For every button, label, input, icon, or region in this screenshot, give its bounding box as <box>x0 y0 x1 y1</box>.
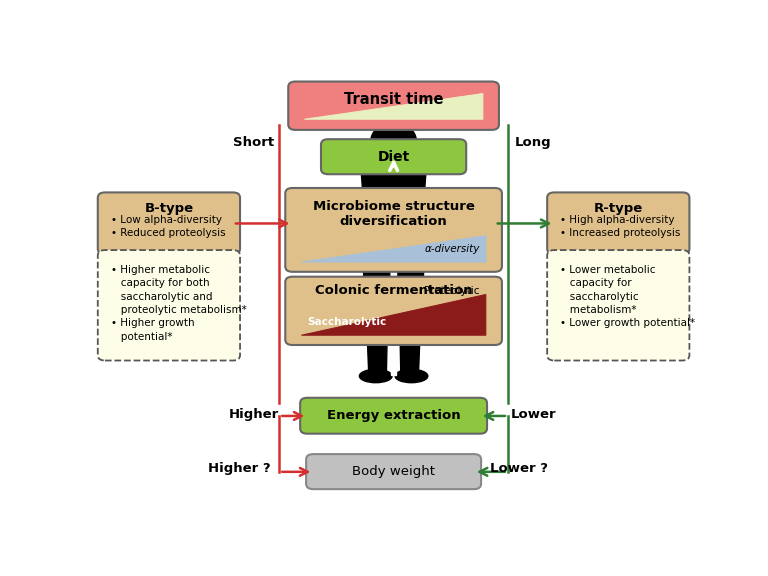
FancyBboxPatch shape <box>321 139 466 174</box>
Text: Lower: Lower <box>511 408 556 420</box>
Text: Transit time: Transit time <box>344 92 443 107</box>
Polygon shape <box>362 247 391 311</box>
Text: proteolytic metabolism*: proteolytic metabolism* <box>111 305 247 315</box>
Text: saccharolytic and: saccharolytic and <box>111 292 213 302</box>
Text: Body weight: Body weight <box>352 465 435 478</box>
Text: • Low alpha-diversity: • Low alpha-diversity <box>111 215 222 225</box>
Text: capacity for: capacity for <box>561 278 632 289</box>
Text: • Lower metabolic: • Lower metabolic <box>561 265 656 275</box>
Text: capacity for both: capacity for both <box>111 278 210 289</box>
Text: • High alpha-diversity: • High alpha-diversity <box>561 215 675 225</box>
Ellipse shape <box>359 369 392 382</box>
Polygon shape <box>386 158 401 166</box>
Polygon shape <box>366 311 388 371</box>
FancyBboxPatch shape <box>285 276 502 345</box>
FancyBboxPatch shape <box>300 398 487 434</box>
FancyBboxPatch shape <box>98 250 240 361</box>
Circle shape <box>371 123 416 157</box>
Text: Colonic fermentation: Colonic fermentation <box>315 284 472 297</box>
Text: Saccharolytic: Saccharolytic <box>307 317 386 327</box>
Polygon shape <box>301 294 486 335</box>
Text: B-type: B-type <box>144 202 194 215</box>
Text: Higher ?: Higher ? <box>207 462 270 475</box>
Polygon shape <box>399 311 421 371</box>
Polygon shape <box>361 166 426 224</box>
Text: saccharolytic: saccharolytic <box>561 292 639 302</box>
Text: • Higher growth: • Higher growth <box>111 319 194 328</box>
Text: • Increased proteolysis: • Increased proteolysis <box>561 228 680 238</box>
Text: • Lower growth potential*: • Lower growth potential* <box>561 319 695 328</box>
Text: Long: Long <box>515 136 551 149</box>
FancyBboxPatch shape <box>288 82 499 130</box>
FancyBboxPatch shape <box>547 250 690 361</box>
Polygon shape <box>391 247 396 375</box>
Text: Lower ?: Lower ? <box>489 462 548 475</box>
Text: potential*: potential* <box>111 332 172 342</box>
Text: α-diversity: α-diversity <box>425 244 480 254</box>
FancyBboxPatch shape <box>285 188 502 272</box>
Polygon shape <box>304 93 483 119</box>
Text: Short: Short <box>233 136 274 149</box>
Ellipse shape <box>395 369 428 382</box>
Polygon shape <box>362 224 425 247</box>
Text: R-type: R-type <box>594 202 643 215</box>
Text: Energy extraction: Energy extraction <box>327 409 460 422</box>
Polygon shape <box>301 236 486 262</box>
Text: • Reduced proteolysis: • Reduced proteolysis <box>111 228 226 238</box>
Text: Proteolytic: Proteolytic <box>425 286 480 295</box>
Text: Microbiome structure
diversification: Microbiome structure diversification <box>313 200 475 228</box>
Text: Higher: Higher <box>229 408 279 420</box>
FancyBboxPatch shape <box>306 454 481 489</box>
Text: metabolism*: metabolism* <box>561 305 637 315</box>
FancyBboxPatch shape <box>98 192 240 254</box>
FancyBboxPatch shape <box>547 192 690 254</box>
Text: • Higher metabolic: • Higher metabolic <box>111 265 210 275</box>
Text: Diet: Diet <box>378 150 409 164</box>
Polygon shape <box>396 247 425 311</box>
